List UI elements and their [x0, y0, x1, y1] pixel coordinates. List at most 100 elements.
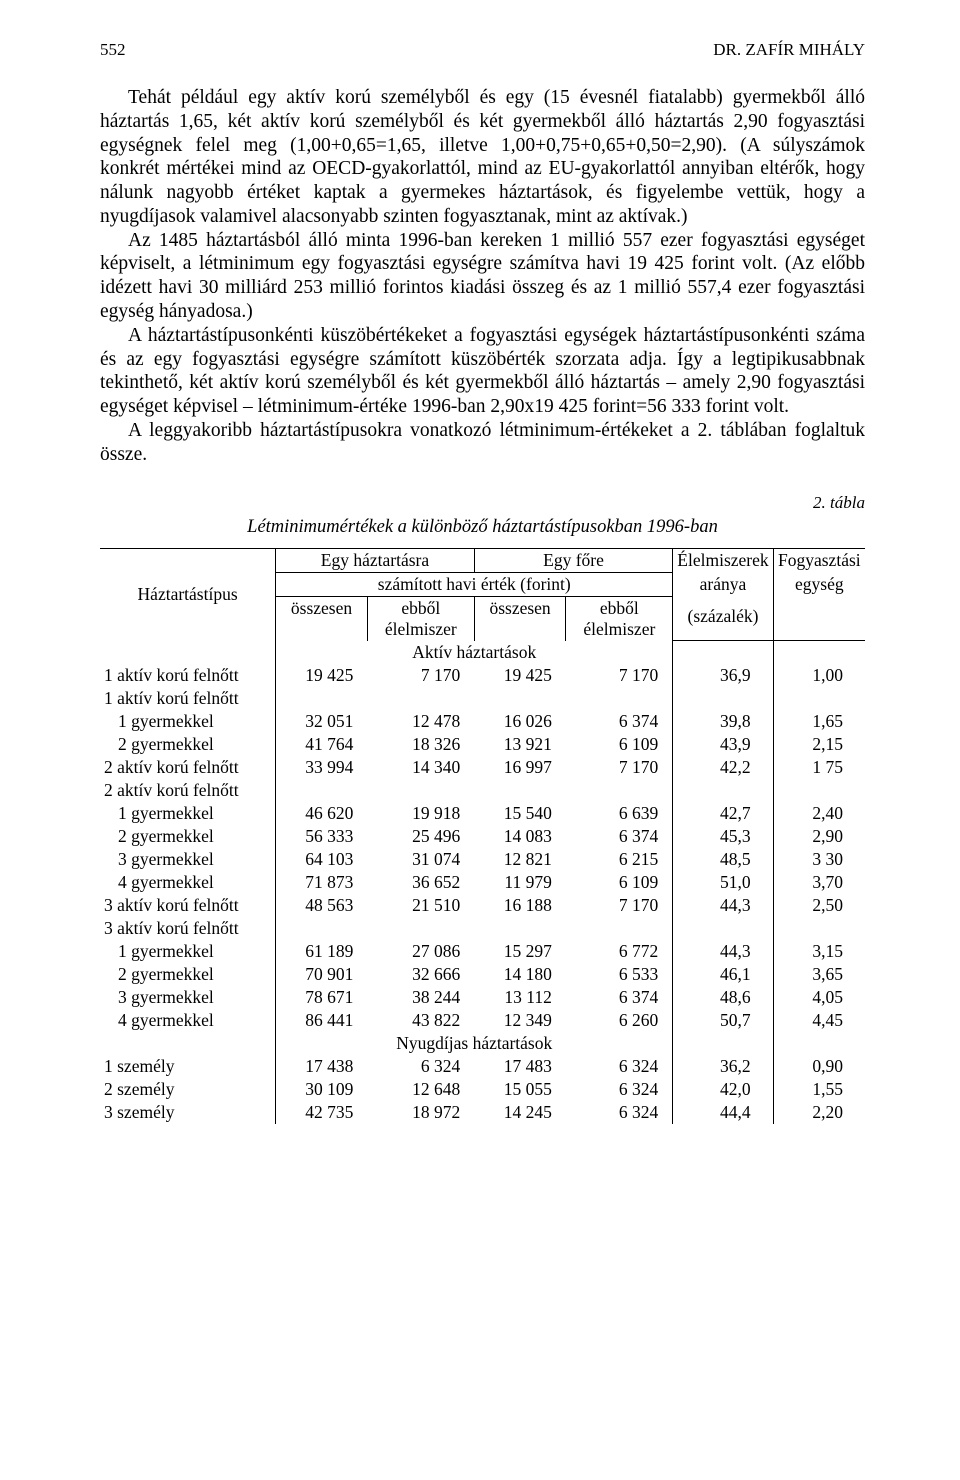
row-label: 1 aktív korú felnőtt	[100, 687, 276, 710]
col-header: Háztartástípus	[100, 548, 276, 641]
cell: 14 180	[474, 963, 566, 986]
paragraph: A leggyakoribb háztartástípusokra vonatk…	[100, 419, 865, 467]
row-label: 4 gyermekkel	[100, 871, 276, 894]
running-head: DR. ZAFÍR MIHÁLY	[713, 40, 865, 60]
cell: 16 026	[474, 710, 566, 733]
row-label: 1 gyermekkel	[100, 940, 276, 963]
col-header: aránya	[673, 572, 773, 596]
cell	[276, 687, 368, 710]
cell: 6 215	[566, 848, 673, 871]
cell: 46,1	[673, 963, 773, 986]
cell: 6 324	[566, 1055, 673, 1078]
col-header: Egy főre	[474, 548, 673, 572]
cell: 6 374	[566, 825, 673, 848]
cell: 42,0	[673, 1078, 773, 1101]
col-header: Fogyasztási	[773, 548, 865, 572]
row-label: 3 személy	[100, 1101, 276, 1124]
table-row: 2 aktív korú felnőtt33 99414 34016 9977 …	[100, 756, 865, 779]
table-section-label: Nyugdíjas háztartások	[276, 1032, 673, 1055]
cell: 6 374	[566, 986, 673, 1009]
cell: 44,4	[673, 1101, 773, 1124]
table-row: 4 gyermekkel71 87336 65211 9796 10951,03…	[100, 871, 865, 894]
table-row: 1 személy17 4386 32417 4836 32436,20,90	[100, 1055, 865, 1078]
cell: 19 918	[367, 802, 474, 825]
cell: 1,65	[773, 710, 865, 733]
table-row: 2 gyermekkel41 76418 32613 9216 10943,92…	[100, 733, 865, 756]
row-label: 2 gyermekkel	[100, 963, 276, 986]
row-label: 2 aktív korú felnőtt	[100, 756, 276, 779]
page-number: 552	[100, 40, 126, 60]
cell: 6 533	[566, 963, 673, 986]
cell: 71 873	[276, 871, 368, 894]
col-header: összesen	[276, 596, 368, 641]
paragraph: A háztartástípusonkénti küszöbértékeket …	[100, 324, 865, 419]
cell: 41 764	[276, 733, 368, 756]
cell: 6 324	[367, 1055, 474, 1078]
cell: 15 540	[474, 802, 566, 825]
paragraph: Tehát például egy aktív korú személyből …	[100, 86, 865, 229]
table-row: 2 gyermekkel70 90132 66614 1806 53346,13…	[100, 963, 865, 986]
cell: 42 735	[276, 1101, 368, 1124]
row-label: 1 aktív korú felnőtt	[100, 664, 276, 687]
table-row: 1 aktív korú felnőtt19 4257 17019 4257 1…	[100, 664, 865, 687]
cell	[276, 917, 368, 940]
cell: 43 822	[367, 1009, 474, 1032]
col-header: Élelmiszerek	[673, 548, 773, 572]
col-header: számított havi érték (forint)	[276, 572, 673, 596]
cell: 44,3	[673, 940, 773, 963]
body-text: Tehát például egy aktív korú személyből …	[100, 86, 865, 467]
table-row: 2 gyermekkel56 33325 49614 0836 37445,32…	[100, 825, 865, 848]
cell: 2,40	[773, 802, 865, 825]
cell: 42,2	[673, 756, 773, 779]
cell: 4,45	[773, 1009, 865, 1032]
cell: 3,15	[773, 940, 865, 963]
cell	[474, 779, 566, 802]
cell: 12 478	[367, 710, 474, 733]
cell	[367, 917, 474, 940]
cell: 2,15	[773, 733, 865, 756]
cell: 7 170	[566, 756, 673, 779]
cell: 14 340	[367, 756, 474, 779]
cell	[566, 779, 673, 802]
cell: 6 772	[566, 940, 673, 963]
table-row: 4 gyermekkel86 44143 82212 3496 26050,74…	[100, 1009, 865, 1032]
cell	[566, 687, 673, 710]
cell: 44,3	[673, 894, 773, 917]
table-title: Létminimumértékek a különböző háztartást…	[100, 517, 865, 538]
cell	[773, 687, 865, 710]
cell: 4,05	[773, 986, 865, 1009]
cell: 48,5	[673, 848, 773, 871]
cell: 18 326	[367, 733, 474, 756]
cell: 6 324	[566, 1101, 673, 1124]
table-row: 1 gyermekkel46 62019 91815 5406 63942,72…	[100, 802, 865, 825]
cell	[673, 917, 773, 940]
cell: 7 170	[566, 664, 673, 687]
cell: 12 349	[474, 1009, 566, 1032]
cell: 1,00	[773, 664, 865, 687]
table-row: 2 aktív korú felnőtt	[100, 779, 865, 802]
table-row: 2 személy30 10912 64815 0556 32442,01,55	[100, 1078, 865, 1101]
cell: 48 563	[276, 894, 368, 917]
cell: 25 496	[367, 825, 474, 848]
cell: 16 997	[474, 756, 566, 779]
cell: 16 188	[474, 894, 566, 917]
cell: 0,90	[773, 1055, 865, 1078]
cell	[773, 917, 865, 940]
cell: 12 648	[367, 1078, 474, 1101]
table-row: 3 személy42 73518 97214 2456 32444,42,20	[100, 1101, 865, 1124]
cell: 19 425	[474, 664, 566, 687]
cell: 27 086	[367, 940, 474, 963]
cell: 7 170	[566, 894, 673, 917]
col-header: Egy háztartásra	[276, 548, 475, 572]
cell: 86 441	[276, 1009, 368, 1032]
cell: 11 979	[474, 871, 566, 894]
table-row: 1 gyermekkel32 05112 47816 0266 37439,81…	[100, 710, 865, 733]
cell	[474, 917, 566, 940]
cell: 6 639	[566, 802, 673, 825]
row-label: 1 személy	[100, 1055, 276, 1078]
cell: 51,0	[673, 871, 773, 894]
cell: 13 112	[474, 986, 566, 1009]
cell: 21 510	[367, 894, 474, 917]
cell: 43,9	[673, 733, 773, 756]
table-row: 1 gyermekkel61 18927 08615 2976 77244,33…	[100, 940, 865, 963]
